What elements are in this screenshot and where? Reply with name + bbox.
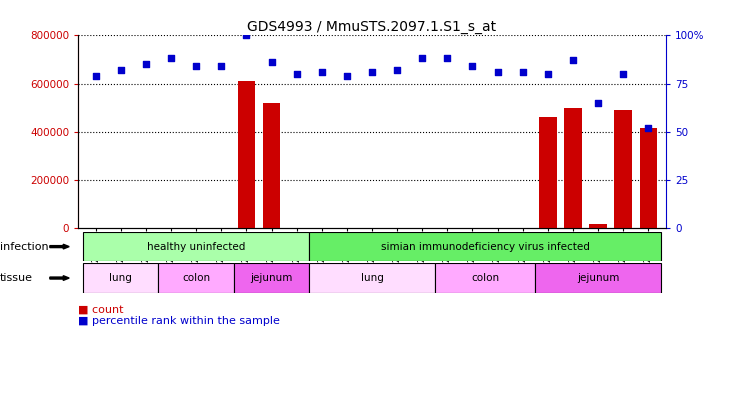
- Text: lung: lung: [361, 273, 383, 283]
- Point: [115, 67, 126, 73]
- Bar: [83, 232, 310, 261]
- Point: [165, 55, 177, 62]
- Text: healthy uninfected: healthy uninfected: [147, 242, 246, 252]
- Bar: [310, 263, 434, 293]
- Text: infection: infection: [0, 242, 48, 252]
- Bar: [234, 263, 310, 293]
- Point: [417, 55, 429, 62]
- Point: [266, 59, 278, 66]
- Bar: [158, 263, 234, 293]
- Bar: [535, 263, 661, 293]
- Bar: [539, 117, 557, 228]
- Text: tissue: tissue: [0, 273, 33, 283]
- Point: [441, 55, 453, 62]
- Bar: [589, 224, 607, 228]
- Point: [215, 63, 227, 69]
- Bar: [263, 103, 280, 228]
- Point: [567, 57, 579, 64]
- Point: [618, 71, 629, 77]
- Point: [315, 69, 327, 75]
- Point: [90, 73, 102, 79]
- Point: [517, 69, 529, 75]
- Text: ■ count: ■ count: [78, 305, 124, 314]
- Point: [190, 63, 202, 69]
- Text: jejunum: jejunum: [250, 273, 292, 283]
- Bar: [564, 108, 582, 228]
- Point: [642, 125, 654, 131]
- Bar: [310, 232, 661, 261]
- Point: [291, 71, 303, 77]
- Point: [466, 63, 478, 69]
- Text: lung: lung: [109, 273, 132, 283]
- Text: colon: colon: [182, 273, 211, 283]
- Point: [542, 71, 554, 77]
- Point: [341, 73, 353, 79]
- Point: [492, 69, 504, 75]
- Bar: [83, 263, 158, 293]
- Text: colon: colon: [471, 273, 499, 283]
- Point: [391, 67, 403, 73]
- Text: simian immunodeficiency virus infected: simian immunodeficiency virus infected: [381, 242, 589, 252]
- Bar: [237, 81, 255, 228]
- Bar: [640, 128, 657, 228]
- Title: GDS4993 / MmuSTS.2097.1.S1_s_at: GDS4993 / MmuSTS.2097.1.S1_s_at: [248, 20, 496, 34]
- Bar: [615, 110, 632, 228]
- Point: [366, 69, 378, 75]
- Text: ■ percentile rank within the sample: ■ percentile rank within the sample: [78, 316, 280, 326]
- Point: [592, 99, 604, 106]
- Text: jejunum: jejunum: [577, 273, 619, 283]
- Point: [240, 32, 252, 39]
- Bar: [434, 263, 535, 293]
- Point: [140, 61, 152, 67]
